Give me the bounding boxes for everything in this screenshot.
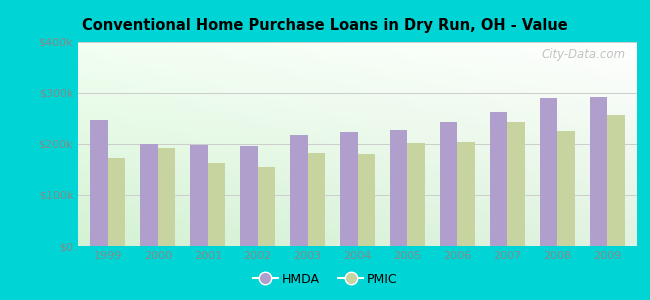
Bar — [90, 119, 108, 246]
Bar — [540, 98, 557, 246]
Bar — [307, 153, 325, 246]
Bar — [390, 130, 408, 246]
Bar — [208, 163, 226, 246]
Bar — [489, 112, 507, 246]
Bar — [440, 122, 458, 246]
Bar — [607, 116, 625, 246]
Bar — [257, 167, 275, 246]
Text: Conventional Home Purchase Loans in Dry Run, OH - Value: Conventional Home Purchase Loans in Dry … — [82, 18, 568, 33]
Bar — [140, 144, 158, 246]
Bar — [557, 131, 575, 246]
Bar — [358, 154, 375, 246]
Bar — [290, 135, 307, 246]
Bar — [590, 97, 607, 246]
Bar — [458, 142, 474, 246]
Bar — [108, 158, 125, 246]
Text: City-Data.com: City-Data.com — [541, 48, 626, 61]
Bar — [190, 145, 208, 246]
Bar — [507, 122, 525, 246]
Bar — [340, 132, 358, 246]
Bar — [240, 146, 257, 246]
Bar — [408, 143, 425, 246]
Bar — [158, 148, 176, 246]
Legend: HMDA, PMIC: HMDA, PMIC — [248, 268, 402, 291]
